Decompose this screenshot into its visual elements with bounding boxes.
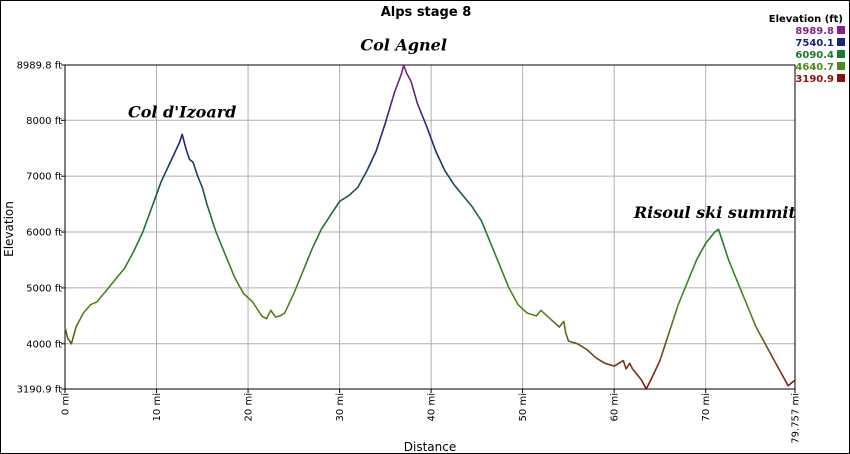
plot-area-border <box>64 64 796 390</box>
legend-entry-label: 3190.9 <box>795 74 834 85</box>
x-tick-label: 70 mi <box>701 393 712 421</box>
legend: Elevation (ft) 8989.87540.16090.44640.73… <box>769 14 845 85</box>
y-tick-label: 4000 ft <box>26 339 62 350</box>
x-tick-label: 20 mi <box>244 393 255 421</box>
legend-entry-label: 7540.1 <box>795 38 834 49</box>
y-tick-label: 8000 ft <box>26 116 62 127</box>
legend-swatch <box>837 62 845 70</box>
elevation-series-line <box>64 64 796 390</box>
chart-title: Alps stage 8 <box>381 5 472 20</box>
y-axis-label: Elevation <box>2 201 16 257</box>
grid <box>64 64 796 390</box>
y-tick-label: 3190.9 ft <box>17 385 63 396</box>
x-tick-label: 40 mi <box>427 393 438 421</box>
legend-swatch <box>837 50 845 58</box>
y-tick-label: 8989.8 ft <box>17 61 63 72</box>
annotation-label: Col Agnel <box>360 35 447 54</box>
x-axis-ticks: 0 mi 10 mi 20 mi 30 mi 40 mi 50 mi 60 mi 70 mi 7… <box>61 389 802 444</box>
annotation-label: Risoul ski summit <box>633 203 797 222</box>
annotations: Col d'Izoard Col Agnel Risoul ski summit <box>128 35 797 222</box>
x-tick-label: 50 mi <box>518 393 529 421</box>
legend-swatch <box>837 38 845 46</box>
x-tick-label: 0 mi <box>61 393 72 415</box>
legend-entry-label: 8989.8 <box>795 26 834 37</box>
y-axis-ticks: 3190.9 ft 4000 ft 5000 ft 6000 ft 7000 ft 800… <box>17 61 65 396</box>
legend-swatch <box>837 74 845 82</box>
x-tick-label: 10 mi <box>152 393 163 421</box>
legend-title: Elevation (ft) <box>769 14 843 25</box>
x-tick-label: 60 mi <box>610 393 621 421</box>
y-tick-label: 5000 ft <box>26 283 62 294</box>
y-tick-label: 6000 ft <box>26 228 62 239</box>
x-tick-label: 79.757 mi <box>791 393 802 444</box>
legend-entry-label: 4640.7 <box>795 62 834 73</box>
y-tick-label: 7000 ft <box>26 172 62 183</box>
x-axis-label: Distance <box>404 440 456 453</box>
legend-swatch <box>837 26 845 34</box>
annotation-label: Col d'Izoard <box>128 103 236 122</box>
x-tick-label: 30 mi <box>335 393 346 421</box>
legend-entry-label: 6090.4 <box>795 50 834 61</box>
